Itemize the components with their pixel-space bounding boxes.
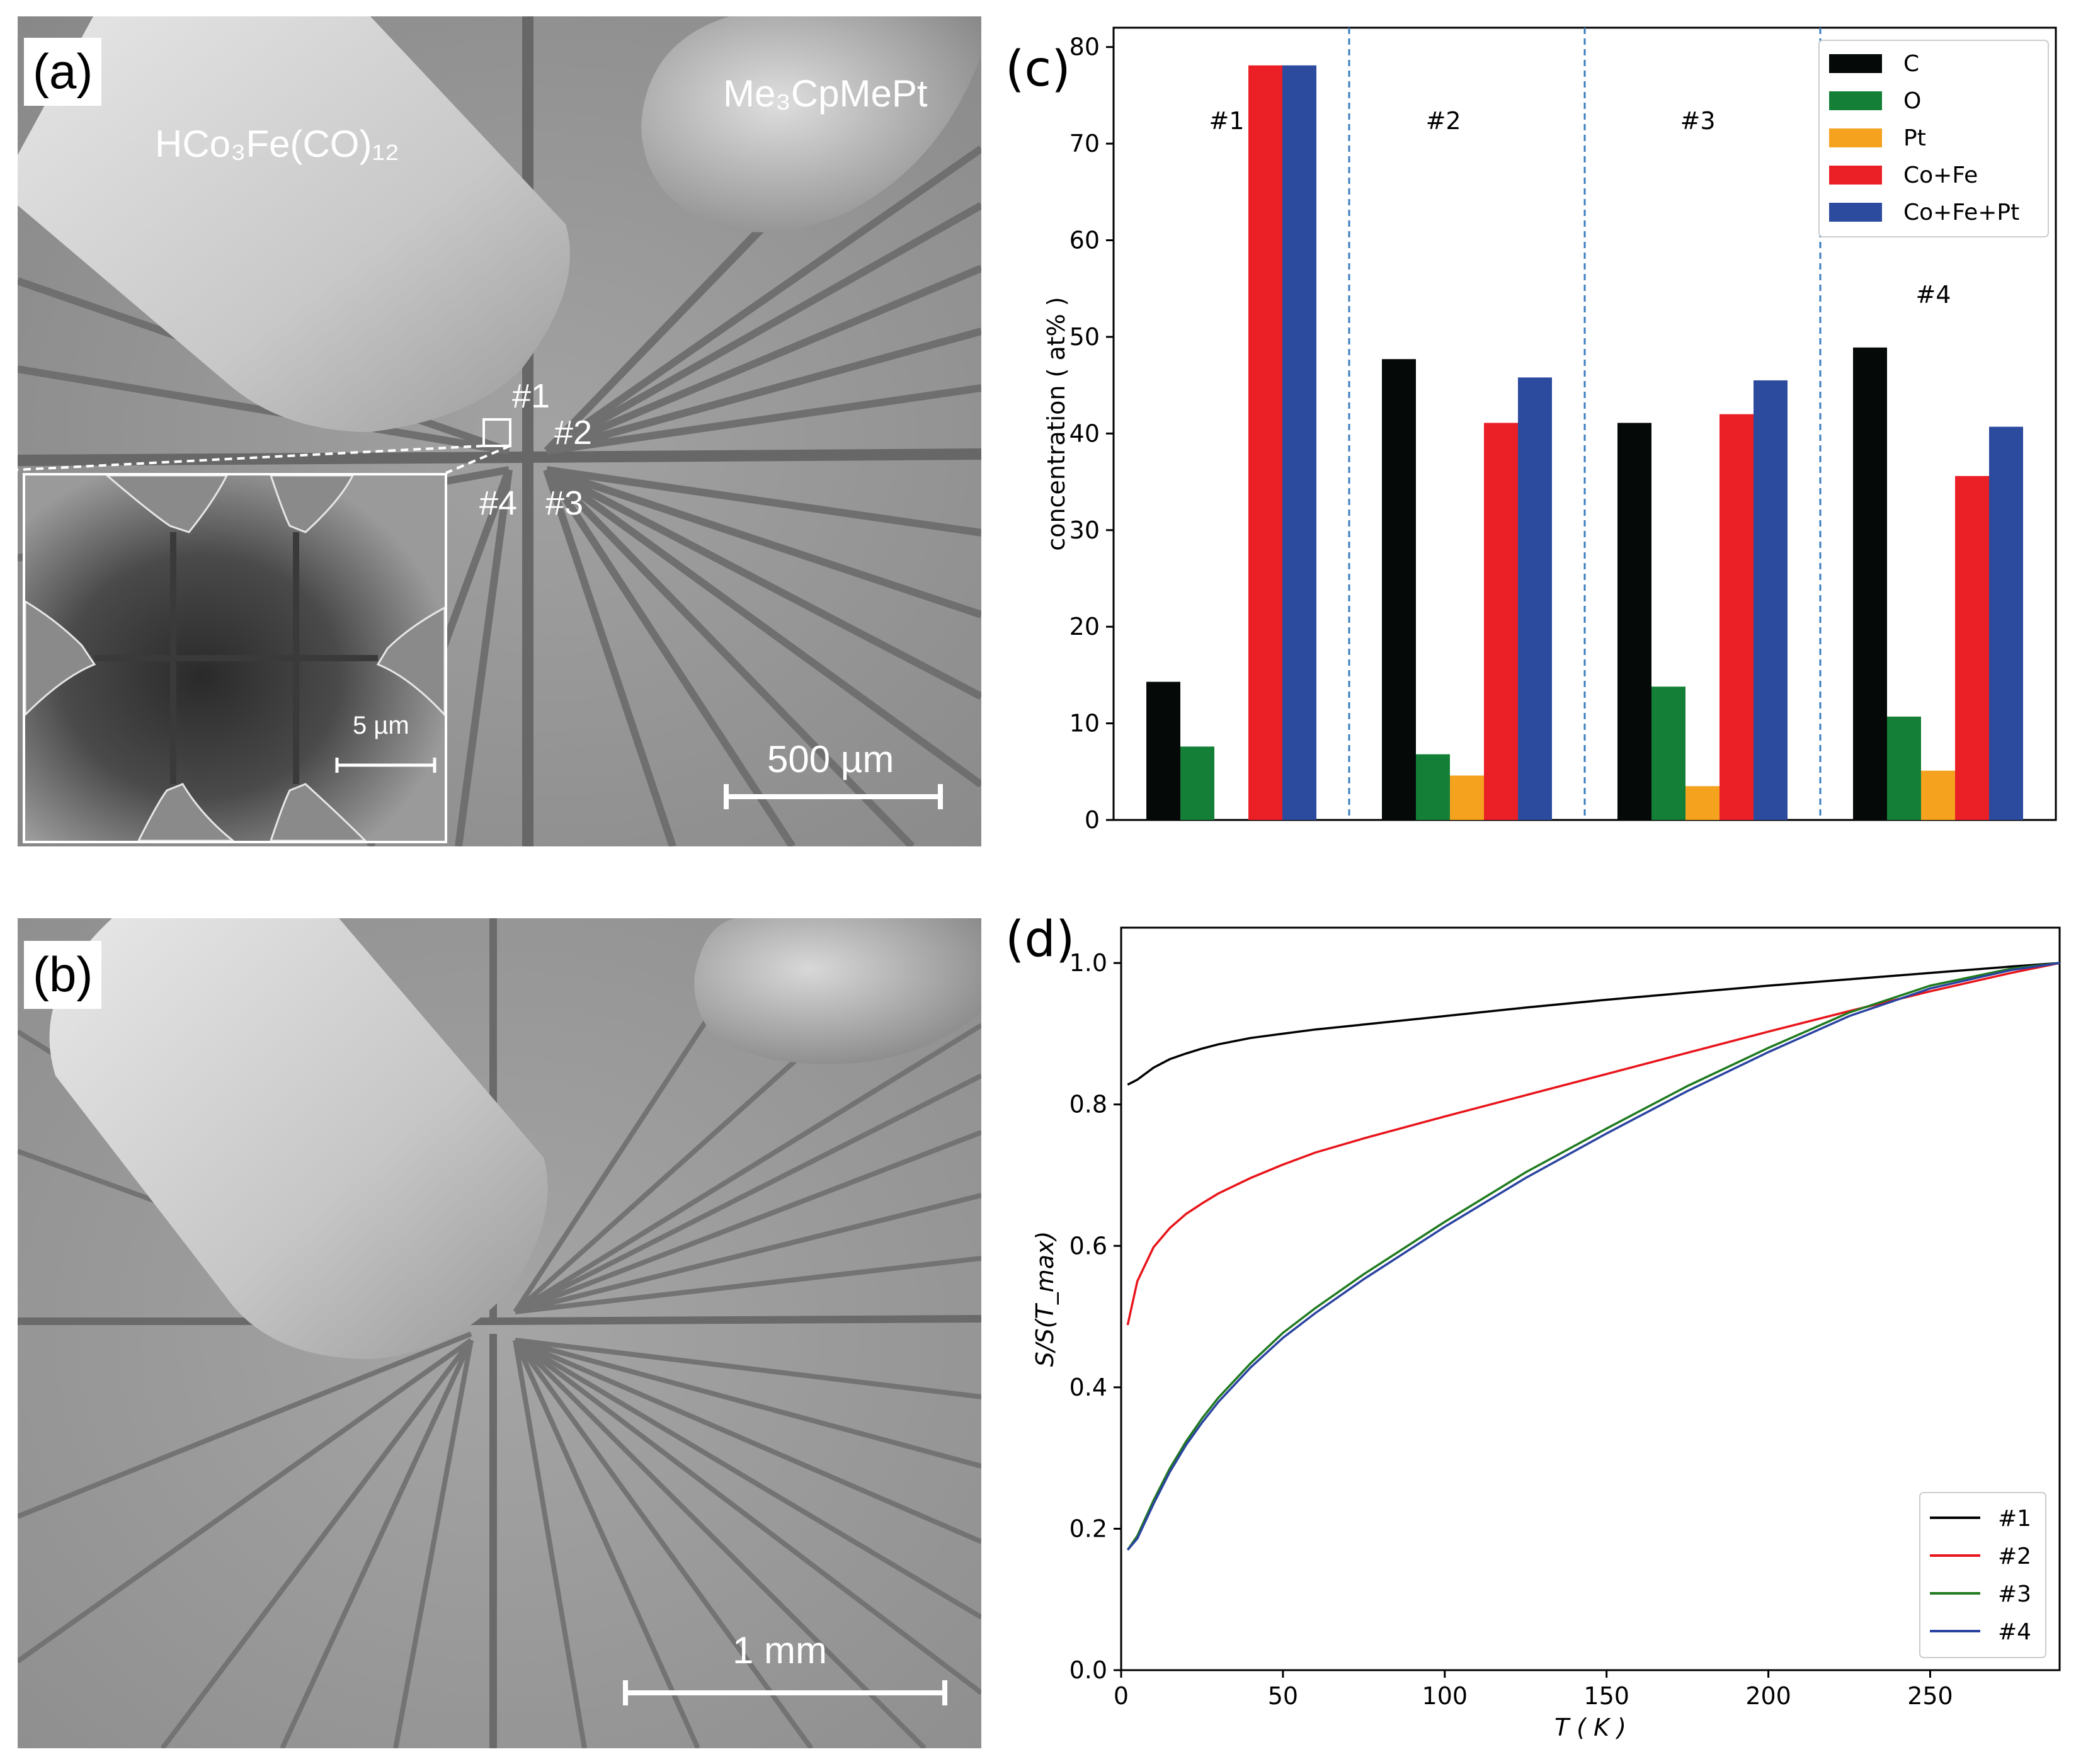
inset-drawing	[25, 475, 445, 841]
sem-drawing-b	[18, 918, 981, 1748]
bar-C-#3	[1617, 423, 1651, 820]
group-label-3: #3	[1680, 107, 1716, 135]
panel-tag-a: (a)	[24, 38, 102, 106]
precursor-left-label: HCo₃Fe(CO)₁₂	[155, 123, 399, 165]
structure-label-2: #2	[554, 414, 593, 452]
group-label-1: #1	[1209, 107, 1245, 135]
sem-image-b: 1 mm (b)	[18, 918, 981, 1748]
group-label-2: #2	[1426, 107, 1461, 135]
bar-C-#2	[1382, 359, 1416, 820]
panel-tag-b: (b)	[24, 941, 102, 1009]
bar-C-#1	[1146, 681, 1180, 820]
group-label-4: #4	[1916, 281, 1951, 309]
structure-label-3: #3	[545, 484, 584, 522]
y-tick-label-c-8: 80	[1069, 33, 1100, 61]
bar-Co+Fe-#2	[1484, 423, 1518, 820]
legend-label-Co+Fe: Co+Fe	[1903, 162, 1978, 188]
legend-label-Co+Fe+Pt: Co+Fe+Pt	[1903, 200, 2019, 225]
inset-scale-bar-label: 5 µm	[353, 712, 409, 739]
legend-box-c	[1818, 40, 2049, 237]
sem-drawing-a	[18, 16, 981, 846]
y-tick-label-c-7: 70	[1069, 130, 1100, 157]
y-tick-label-c-2: 20	[1069, 613, 1100, 640]
bar-Co+Fe+Pt-#2	[1518, 377, 1552, 820]
bar-O-#4	[1887, 716, 1921, 820]
structure-label-4: #4	[479, 484, 518, 522]
legend-label-O: O	[1903, 88, 1921, 114]
y-tick-label-c-1: 10	[1069, 710, 1100, 737]
scale-bar-label-a: 500 µm	[767, 738, 894, 780]
legend-label-C: C	[1903, 51, 1919, 77]
bar-O-#2	[1416, 754, 1450, 820]
legend-swatch-C	[1829, 54, 1882, 73]
legend-swatch-O	[1829, 91, 1882, 110]
legend-swatch-Co+Fe	[1829, 166, 1882, 185]
bar-Co+Fe-#3	[1720, 414, 1754, 820]
sem-image-a: 5 µm HCo₃Fe(CO)₁₂ Me₃CpMePt #1 #2 #3 #4 …	[18, 16, 981, 846]
structure-label-1: #1	[512, 377, 550, 415]
legend-swatch-Pt	[1829, 128, 1882, 147]
legend-label-Pt: Pt	[1903, 125, 1926, 151]
y-tick-label-c-6: 60	[1069, 227, 1100, 254]
bar-O-#1	[1180, 746, 1214, 820]
bar-Co+Fe+Pt-#1	[1282, 65, 1316, 821]
y-axis-label-c: concentration ( at% )	[1042, 297, 1070, 550]
legend-swatch-Co+Fe+Pt	[1829, 203, 1882, 222]
bar-Pt-#3	[1685, 786, 1720, 820]
y-tick-label-c-3: 30	[1069, 516, 1100, 544]
bar-C-#4	[1853, 347, 1887, 820]
panel-tag-c-box	[995, 35, 1066, 98]
bar-Co+Fe-#4	[1955, 475, 1989, 820]
bar-Co+Fe+Pt-#4	[1989, 426, 2023, 820]
bar-Co+Fe+Pt-#3	[1754, 380, 1788, 820]
bar-Pt-#4	[1921, 770, 1955, 820]
bar-O-#3	[1651, 686, 1685, 820]
y-tick-label-c-4: 40	[1069, 419, 1100, 447]
sem-inset: 5 µm	[23, 473, 447, 843]
y-tick-label-c-0: 0	[1085, 806, 1100, 834]
panel-tag-c: (c)	[1005, 41, 1071, 98]
bar-Pt-#2	[1450, 775, 1484, 820]
bar-Co+Fe-#1	[1248, 65, 1282, 821]
y-tick-label-c-5: 50	[1069, 323, 1100, 351]
precursor-right-label: Me₃CpMePt	[723, 72, 928, 115]
scale-bar-label-b: 1 mm	[733, 1629, 827, 1671]
